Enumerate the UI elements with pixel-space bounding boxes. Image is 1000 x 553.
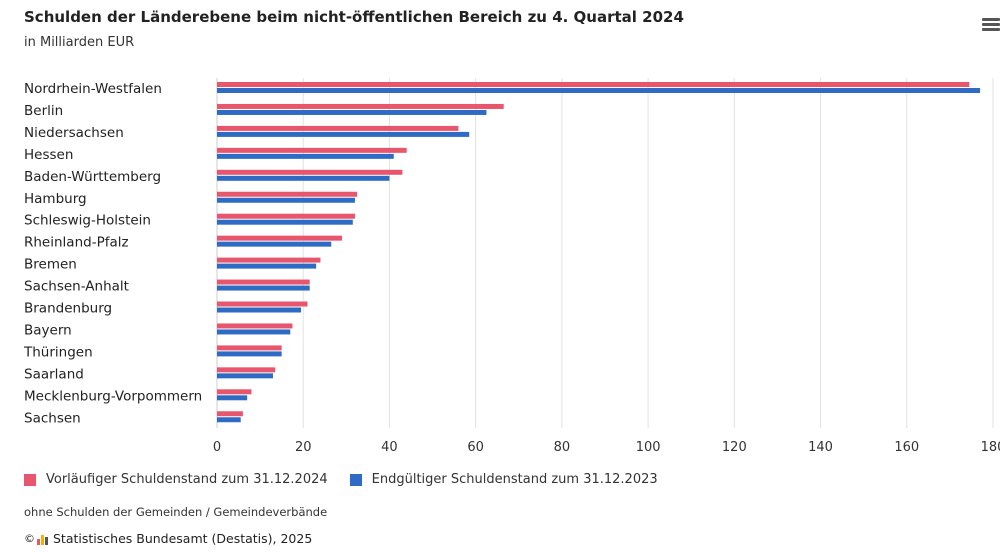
bar-2023	[217, 153, 394, 159]
source-line: © Statistisches Bundesamt (Destatis), 20…	[24, 531, 312, 546]
bar-2023	[217, 197, 355, 203]
x-tick-label-40: 40	[381, 440, 398, 455]
bar-2024	[217, 279, 310, 285]
bar-2024	[217, 389, 252, 395]
x-tick-label-0: 0	[213, 440, 221, 455]
bar-2024	[217, 82, 970, 87]
category-label: Sachsen-Anhalt	[24, 279, 129, 295]
bar-2023	[217, 88, 981, 93]
x-tick-label-80: 80	[554, 440, 571, 455]
x-tick-label-60: 60	[467, 440, 484, 455]
bar-2024	[217, 213, 355, 219]
category-label: Baden-Württemberg	[24, 169, 161, 185]
bar-2023	[217, 395, 248, 401]
category-label: Thüringen	[23, 344, 93, 360]
legend-swatch-2023	[349, 473, 362, 486]
destatis-logo-icon: ©	[24, 532, 49, 545]
bar-2023	[217, 307, 302, 313]
legend-label-2023: Endgültiger Schuldenstand zum 31.12.2023	[371, 472, 658, 487]
bar-2023	[217, 285, 310, 291]
bar-2023	[217, 131, 470, 137]
legend-swatch-2024	[24, 473, 36, 486]
x-tick-label-160: 160	[894, 440, 919, 455]
category-label: Hamburg	[24, 191, 87, 207]
bar-2023	[217, 351, 282, 357]
bar-2023	[217, 417, 241, 423]
bar-2023	[217, 263, 317, 269]
legend-label-2024: Vorläufiger Schuldenstand zum 31.12.2024	[46, 472, 328, 487]
x-tick-label-140: 140	[808, 440, 833, 455]
category-label: Bremen	[24, 257, 77, 273]
bar-2024	[217, 345, 282, 351]
bar-2023	[217, 329, 291, 335]
bar-2023	[217, 241, 332, 247]
bar-2024	[217, 103, 504, 109]
legend: Vorläufiger Schuldenstand zum 31.12.2024…	[24, 472, 658, 487]
bar-2024	[217, 235, 343, 241]
bar-2024	[217, 147, 407, 153]
category-label: Mecklenburg-Vorpommern	[24, 388, 202, 404]
bar-2024	[217, 169, 403, 175]
bar-chart: 0 20 40 60 80 100 120 140 160 180 Nordrhein-Westfa…	[23, 78, 1000, 455]
hamburger-menu-icon[interactable]	[982, 18, 1000, 32]
bar-2024	[217, 367, 276, 373]
x-tick-label-120: 120	[722, 440, 747, 455]
bar-2023	[217, 219, 353, 225]
bar-2023	[217, 109, 487, 115]
category-label: Berlin	[24, 103, 63, 119]
category-label: Bayern	[24, 322, 72, 338]
category-label: Brandenburg	[24, 301, 112, 317]
chart-subtitle: in Milliarden EUR	[24, 35, 135, 50]
bar-2024	[217, 323, 293, 329]
category-label: Nordrhein-Westfalen	[24, 81, 162, 97]
bar-2024	[217, 257, 321, 263]
x-tick-label-180: 180	[981, 440, 1000, 455]
x-tick-label-100: 100	[636, 440, 661, 455]
category-label: Hessen	[24, 147, 73, 163]
bar-2024	[217, 411, 243, 417]
category-label: Saarland	[24, 366, 84, 382]
bar-2024	[217, 301, 308, 307]
bar-2024	[217, 125, 459, 131]
legend-item-2024[interactable]: Vorläufiger Schuldenstand zum 31.12.2024	[24, 472, 328, 487]
category-label: Rheinland-Pfalz	[24, 235, 129, 251]
category-label: Sachsen	[24, 410, 81, 426]
chart-title: Schulden der Länderebene beim nicht-öffe…	[24, 8, 684, 26]
source-text: Statistisches Bundesamt (Destatis), 2025	[53, 531, 313, 546]
x-tick-label-20: 20	[295, 440, 312, 455]
legend-item-2023[interactable]: Endgültiger Schuldenstand zum 31.12.2023	[349, 472, 658, 487]
category-label: Niedersachsen	[24, 125, 124, 141]
bar-2023	[217, 175, 390, 181]
footnote: ohne Schulden der Gemeinden / Gemeindeve…	[24, 505, 328, 519]
bar-2023	[217, 373, 274, 379]
bar-2024	[217, 191, 358, 197]
category-label: Schleswig-Holstein	[24, 213, 151, 229]
